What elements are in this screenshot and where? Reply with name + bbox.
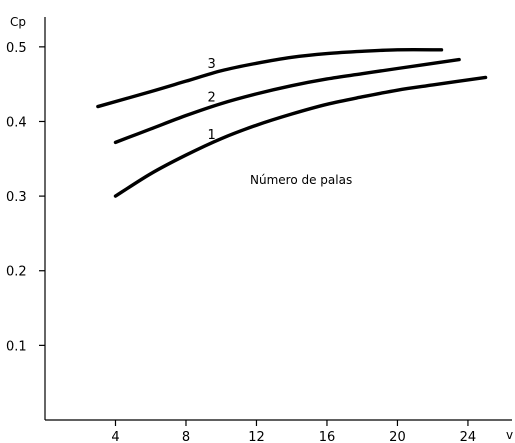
series-label-1: 1	[207, 128, 215, 143]
y-tick-label-0.3: 0.3	[6, 190, 27, 205]
series-line-3	[96, 48, 444, 109]
x-tick-label-12: 12	[248, 430, 265, 443]
series-label-2: 2	[207, 91, 215, 106]
y-tick-label-0.2: 0.2	[6, 265, 27, 280]
series-line-1	[113, 75, 488, 198]
y-axis-label: Cp	[10, 15, 26, 29]
x-tick-label-4: 4	[111, 430, 119, 443]
ticks: 4 8 12 16 20 240.10.20.30.40.5	[6, 41, 476, 443]
annotation-numero-de-palas: Número de palas	[250, 173, 352, 187]
y-tick-label-0.1: 0.1	[6, 339, 27, 354]
series-line-2	[113, 57, 461, 145]
axes: Cp v	[10, 15, 513, 442]
x-tick-label-16: 16	[319, 430, 336, 443]
y-tick-label-0.4: 0.4	[6, 115, 27, 130]
x-tick-label-24: 24	[460, 430, 477, 443]
x-tick-label-20: 20	[389, 430, 406, 443]
series-group: 1 2 3	[96, 48, 488, 198]
x-axis-label: v	[506, 428, 513, 442]
x-tick-label-8: 8	[182, 430, 190, 443]
y-tick-label-0.5: 0.5	[6, 41, 27, 56]
series-label-3: 3	[207, 57, 215, 72]
